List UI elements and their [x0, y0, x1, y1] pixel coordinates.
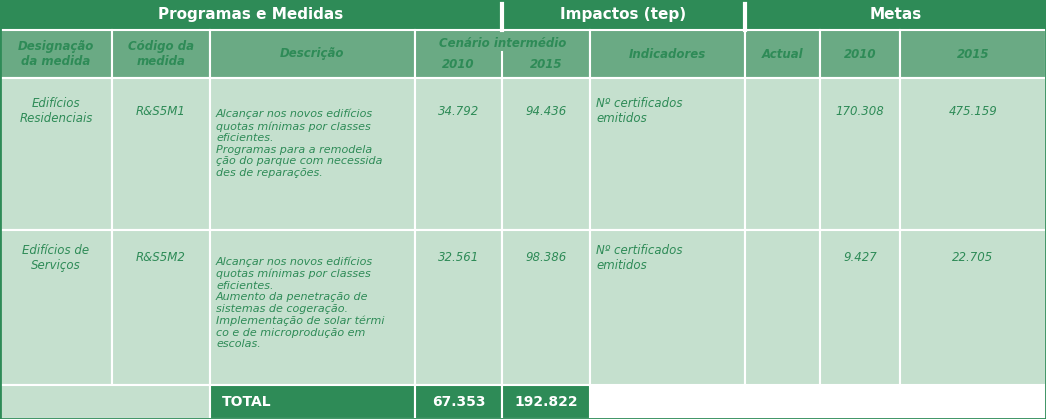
Text: 2015: 2015	[957, 47, 990, 60]
Bar	[502, 230, 590, 385]
Bar	[0, 30, 112, 78]
Bar	[415, 385, 502, 419]
Bar	[112, 30, 210, 78]
Bar	[745, 0, 1046, 30]
Bar	[502, 0, 745, 30]
Text: Metas: Metas	[869, 8, 922, 23]
Text: Designação
da medida: Designação da medida	[18, 40, 94, 68]
Text: Indicadores: Indicadores	[629, 47, 706, 60]
Bar	[415, 230, 502, 385]
Bar	[0, 230, 112, 385]
Text: Descrição: Descrição	[280, 47, 345, 60]
Bar	[210, 230, 415, 385]
Text: TOTAL: TOTAL	[222, 395, 272, 409]
Text: 98.386: 98.386	[525, 251, 567, 264]
Bar	[590, 385, 1046, 419]
Text: 94.436: 94.436	[525, 105, 567, 118]
Text: 2010: 2010	[844, 47, 877, 60]
Text: Nº certificados
emitidos: Nº certificados emitidos	[596, 244, 682, 272]
Bar	[820, 78, 900, 230]
Bar	[210, 78, 415, 230]
Text: 34.792: 34.792	[438, 105, 479, 118]
Bar	[590, 78, 745, 230]
Text: Impactos (tep): Impactos (tep)	[561, 8, 686, 23]
Bar	[0, 78, 112, 230]
Text: 67.353: 67.353	[432, 395, 485, 409]
Bar	[900, 78, 1046, 230]
Text: Edifícios
Residenciais: Edifícios Residenciais	[19, 98, 93, 125]
Text: Código da
medida: Código da medida	[128, 40, 194, 68]
Bar	[112, 78, 210, 230]
Bar	[745, 78, 820, 230]
Text: Cenário intermédio: Cenário intermédio	[439, 37, 566, 50]
Text: 2015: 2015	[529, 58, 563, 71]
Bar	[820, 230, 900, 385]
Bar	[0, 0, 502, 30]
Bar	[502, 78, 590, 230]
Bar	[900, 30, 1046, 78]
Bar	[745, 30, 820, 78]
Text: 9.427: 9.427	[843, 251, 877, 264]
Text: Edifícios de
Serviços: Edifícios de Serviços	[22, 244, 90, 272]
Text: Nº certificados
emitidos: Nº certificados emitidos	[596, 98, 682, 125]
Text: 2010: 2010	[442, 58, 475, 71]
Text: R&S5M1: R&S5M1	[136, 105, 186, 118]
Bar	[210, 30, 415, 78]
Bar	[415, 78, 502, 230]
Text: 192.822: 192.822	[515, 395, 577, 409]
Bar	[745, 230, 820, 385]
Bar	[0, 385, 210, 419]
Bar	[112, 230, 210, 385]
Text: 22.705: 22.705	[952, 251, 994, 264]
Text: Alcançar nos novos edifícios
quotas mínimas por classes
eficientes.
Programas pa: Alcançar nos novos edifícios quotas míni…	[217, 109, 383, 178]
Text: 32.561: 32.561	[438, 251, 479, 264]
Text: R&S5M2: R&S5M2	[136, 251, 186, 264]
Bar	[900, 230, 1046, 385]
Bar	[502, 385, 590, 419]
Bar	[210, 385, 415, 419]
Bar	[590, 230, 745, 385]
Bar	[590, 30, 745, 78]
Text: Actual: Actual	[761, 47, 803, 60]
Text: Programas e Medidas: Programas e Medidas	[158, 8, 344, 23]
Bar	[415, 30, 590, 78]
Text: 170.308: 170.308	[836, 105, 884, 118]
Bar	[820, 30, 900, 78]
Text: 475.159: 475.159	[949, 105, 998, 118]
Text: Alcançar nos novos edifícios
quotas mínimas por classes
eficientes.
Aumento da p: Alcançar nos novos edifícios quotas míni…	[217, 256, 385, 349]
